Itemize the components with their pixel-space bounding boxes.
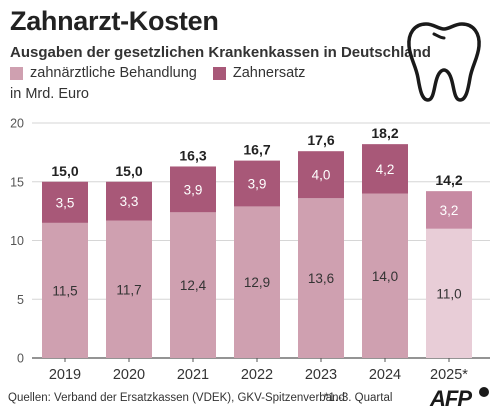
source-note: Quellen: Verband der Ersatzkassen (VDEK)… (8, 392, 345, 404)
y-tick-label: 20 (10, 117, 24, 131)
y-tick-label: 10 (10, 234, 24, 248)
data-label-behandlung: 11,5 (52, 283, 77, 298)
legend-label-behandlung: zahnärztliche Behandlung (30, 65, 197, 81)
unit-label: in Mrd. Euro (10, 86, 89, 102)
bar-behandlung (106, 220, 152, 358)
bar-zahnersatz (234, 160, 280, 207)
y-tick-label: 15 (10, 175, 24, 189)
chart-title: Zahnarzt-Kosten (10, 6, 219, 36)
bar-zahnersatz (106, 181, 152, 221)
data-label-total: 16,7 (243, 142, 270, 158)
legend-item-behandlung: zahnärztliche Behandlung (10, 65, 197, 81)
chart-subtitle: Ausgaben der gesetzlichen Krankenkassen … (10, 44, 431, 61)
bar-behandlung (42, 222, 88, 358)
x-tick-label: 2019 (49, 367, 81, 383)
x-tick-label: 2022 (241, 367, 273, 383)
legend-item-zahnersatz: Zahnersatz (212, 65, 306, 81)
bar-zahnersatz (426, 191, 472, 229)
legend: zahnärztliche Behandlung Zahnersatz (10, 65, 321, 81)
bar-zahnersatz (298, 151, 344, 199)
data-label-total: 15,0 (51, 163, 78, 179)
data-label-total: 14,2 (435, 172, 462, 188)
bar-behandlung (426, 228, 472, 358)
data-label-zahnersatz: 4,2 (376, 162, 395, 177)
bar-zahnersatz (170, 166, 216, 213)
bar-zahnersatz (42, 181, 88, 223)
data-label-behandlung: 12,4 (180, 278, 207, 293)
bar-behandlung (234, 206, 280, 358)
data-label-behandlung: 13,6 (308, 271, 334, 286)
data-label-zahnersatz: 3,9 (248, 177, 267, 192)
data-label-zahnersatz: 4,0 (312, 168, 331, 183)
legend-swatch-behandlung (10, 66, 23, 80)
data-label-behandlung: 12,9 (244, 275, 270, 290)
data-label-total: 17,6 (307, 132, 334, 148)
data-label-zahnersatz: 3,3 (120, 194, 139, 209)
bar-zahnersatz (362, 144, 408, 194)
data-label-zahnersatz: 3,5 (56, 195, 75, 210)
data-label-total: 15,0 (115, 163, 142, 179)
y-tick-label: 5 (17, 293, 24, 307)
bar-behandlung (362, 193, 408, 358)
bar-behandlung (298, 198, 344, 358)
data-label-zahnersatz: 3,2 (440, 203, 459, 218)
legend-label-zahnersatz: Zahnersatz (232, 65, 306, 81)
afp-logo: AFP (430, 386, 472, 411)
data-label-behandlung: 14,0 (372, 269, 398, 284)
bar-behandlung (170, 212, 216, 358)
data-label-behandlung: 11,0 (436, 286, 461, 301)
footnote: *1.-3. Quartal (324, 392, 393, 404)
tooth-icon (407, 22, 481, 102)
x-tick-label: 2021 (177, 367, 209, 383)
afp-logo-dot (479, 387, 489, 397)
x-tick-label: 2020 (113, 367, 145, 383)
data-label-zahnersatz: 3,9 (184, 182, 203, 197)
y-tick-label: 0 (17, 352, 24, 366)
x-tick-label: 2024 (369, 367, 401, 383)
data-label-total: 18,2 (371, 125, 398, 141)
x-tick-label: 2023 (305, 367, 337, 383)
legend-swatch-zahnersatz (212, 66, 226, 80)
data-label-behandlung: 11,7 (116, 282, 141, 297)
x-tick-label: 2025* (430, 367, 468, 383)
data-label-total: 16,3 (179, 147, 206, 163)
